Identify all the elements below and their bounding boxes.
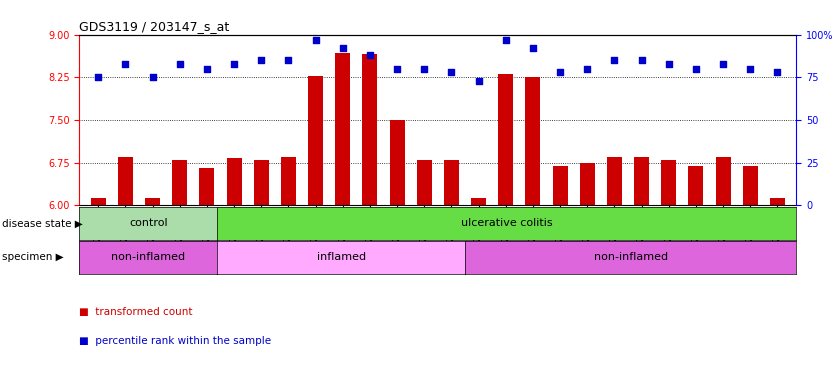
- Point: [472, 78, 485, 84]
- Point: [92, 74, 105, 80]
- Bar: [689, 166, 703, 205]
- Bar: [580, 163, 595, 205]
- Bar: [634, 157, 649, 205]
- Bar: [525, 77, 540, 205]
- Point: [418, 66, 431, 72]
- Bar: [498, 74, 513, 205]
- Bar: [227, 158, 242, 205]
- Point: [608, 57, 621, 63]
- Point: [635, 57, 648, 63]
- Bar: [389, 120, 404, 205]
- Point: [254, 57, 268, 63]
- Point: [146, 74, 159, 80]
- Point: [526, 45, 540, 51]
- Point: [173, 61, 187, 67]
- Text: ulcerative colitis: ulcerative colitis: [461, 218, 553, 228]
- Bar: [199, 169, 214, 205]
- Point: [282, 57, 295, 63]
- Point: [662, 61, 676, 67]
- Bar: [335, 53, 350, 205]
- Point: [771, 69, 784, 75]
- Bar: [173, 160, 187, 205]
- Bar: [471, 198, 486, 205]
- Point: [309, 36, 322, 43]
- Point: [118, 61, 132, 67]
- Text: GDS3119 / 203147_s_at: GDS3119 / 203147_s_at: [79, 20, 229, 33]
- Point: [744, 66, 757, 72]
- Text: disease state ▶: disease state ▶: [2, 218, 83, 228]
- Text: non-inflamed: non-inflamed: [111, 252, 185, 263]
- Bar: [607, 157, 622, 205]
- Text: control: control: [129, 218, 168, 228]
- Bar: [743, 166, 758, 205]
- Point: [554, 69, 567, 75]
- Bar: [308, 76, 323, 205]
- Point: [580, 66, 594, 72]
- Bar: [281, 157, 296, 205]
- Bar: [363, 55, 378, 205]
- Bar: [770, 198, 785, 205]
- Point: [200, 66, 214, 72]
- Point: [689, 66, 702, 72]
- Bar: [553, 166, 568, 205]
- Point: [445, 69, 458, 75]
- Point: [716, 61, 730, 67]
- Point: [390, 66, 404, 72]
- Bar: [254, 160, 269, 205]
- Point: [336, 45, 349, 51]
- Bar: [145, 198, 160, 205]
- Point: [228, 61, 241, 67]
- Bar: [118, 157, 133, 205]
- Bar: [417, 160, 432, 205]
- Point: [364, 52, 377, 58]
- Text: inflamed: inflamed: [317, 252, 366, 263]
- Text: ■  percentile rank within the sample: ■ percentile rank within the sample: [79, 336, 271, 346]
- Text: specimen ▶: specimen ▶: [2, 252, 63, 263]
- Text: ■  transformed count: ■ transformed count: [79, 307, 193, 317]
- Text: non-inflamed: non-inflamed: [594, 252, 668, 263]
- Point: [499, 36, 512, 43]
- Bar: [444, 160, 459, 205]
- Bar: [661, 160, 676, 205]
- Bar: [716, 157, 731, 205]
- Bar: [91, 198, 106, 205]
